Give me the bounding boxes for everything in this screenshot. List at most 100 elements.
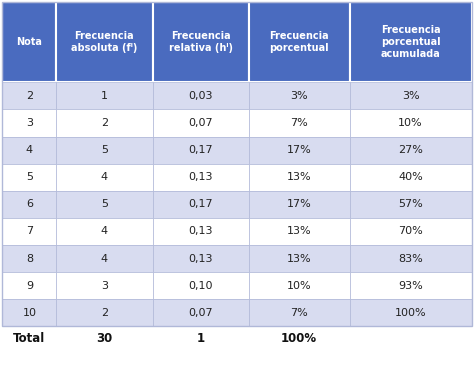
Text: 4: 4 — [101, 254, 108, 264]
Text: Frecuencia
absoluta (fᴵ): Frecuencia absoluta (fᴵ) — [71, 31, 137, 53]
Bar — [2, 299, 56, 326]
Text: 57%: 57% — [398, 199, 423, 209]
Bar — [249, 2, 350, 82]
Bar — [2, 272, 56, 299]
Text: Total: Total — [13, 332, 46, 345]
Text: 27%: 27% — [398, 145, 423, 155]
Bar — [2, 2, 472, 326]
Bar — [350, 164, 472, 191]
Text: 3: 3 — [101, 280, 108, 291]
Bar — [350, 245, 472, 272]
Bar — [2, 82, 56, 109]
Text: 10: 10 — [22, 308, 36, 318]
Text: 7%: 7% — [290, 308, 308, 318]
Text: 0,13: 0,13 — [188, 172, 213, 182]
Bar — [56, 272, 153, 299]
Bar — [249, 191, 350, 218]
Text: 40%: 40% — [398, 172, 423, 182]
Text: 0,13: 0,13 — [188, 254, 213, 264]
Bar — [350, 137, 472, 164]
Text: 3%: 3% — [291, 91, 308, 101]
Bar — [2, 137, 56, 164]
Bar — [350, 2, 472, 82]
Text: 5: 5 — [101, 199, 108, 209]
Bar — [2, 245, 56, 272]
Bar — [56, 109, 153, 137]
Bar — [56, 137, 153, 164]
Bar — [249, 245, 350, 272]
Text: Frecuencia
relativa (hᴵ): Frecuencia relativa (hᴵ) — [169, 31, 233, 53]
Bar — [56, 82, 153, 109]
Text: Frecuencia
porcentual: Frecuencia porcentual — [269, 31, 329, 53]
Text: 8: 8 — [26, 254, 33, 264]
Text: 70%: 70% — [398, 226, 423, 236]
Text: 10%: 10% — [287, 280, 311, 291]
Text: 0,17: 0,17 — [188, 199, 213, 209]
Text: 6: 6 — [26, 199, 33, 209]
Bar — [350, 191, 472, 218]
Bar — [249, 82, 350, 109]
Bar — [153, 272, 249, 299]
Text: 0,13: 0,13 — [188, 226, 213, 236]
Bar — [2, 191, 56, 218]
Bar — [2, 218, 56, 245]
Text: 13%: 13% — [287, 172, 311, 182]
Bar — [350, 82, 472, 109]
Bar — [56, 245, 153, 272]
Text: 0,03: 0,03 — [188, 91, 213, 101]
Text: 100%: 100% — [395, 308, 427, 318]
Bar — [249, 109, 350, 137]
Text: 2: 2 — [101, 118, 108, 128]
Bar — [350, 272, 472, 299]
Bar — [56, 164, 153, 191]
Bar — [56, 2, 153, 82]
Bar — [153, 191, 249, 218]
Bar — [249, 272, 350, 299]
Bar — [350, 299, 472, 326]
Text: 1: 1 — [101, 91, 108, 101]
Bar — [2, 2, 56, 82]
Text: 10%: 10% — [398, 118, 423, 128]
Text: Frecuencia
porcentual
acumulada: Frecuencia porcentual acumulada — [381, 25, 440, 59]
Text: 9: 9 — [26, 280, 33, 291]
Bar — [350, 218, 472, 245]
Text: 100%: 100% — [281, 332, 317, 345]
Text: 83%: 83% — [398, 254, 423, 264]
Text: 0,10: 0,10 — [188, 280, 213, 291]
Text: 93%: 93% — [398, 280, 423, 291]
Bar — [2, 164, 56, 191]
Text: 17%: 17% — [287, 145, 311, 155]
Text: 17%: 17% — [287, 199, 311, 209]
Text: 30: 30 — [96, 332, 112, 345]
Bar — [153, 164, 249, 191]
Text: 2: 2 — [101, 308, 108, 318]
Text: 5: 5 — [26, 172, 33, 182]
Bar — [153, 299, 249, 326]
Text: 4: 4 — [101, 226, 108, 236]
Bar — [153, 218, 249, 245]
Text: 0,07: 0,07 — [188, 308, 213, 318]
Bar — [2, 109, 56, 137]
Bar — [153, 2, 249, 82]
Text: 7%: 7% — [290, 118, 308, 128]
Bar — [249, 218, 350, 245]
Text: 13%: 13% — [287, 254, 311, 264]
Text: 2: 2 — [26, 91, 33, 101]
Bar — [56, 218, 153, 245]
Bar — [249, 137, 350, 164]
Text: Nota: Nota — [17, 37, 42, 47]
Text: 0,07: 0,07 — [188, 118, 213, 128]
Bar — [56, 191, 153, 218]
Bar — [153, 245, 249, 272]
Bar — [56, 299, 153, 326]
Bar — [153, 109, 249, 137]
Bar — [153, 82, 249, 109]
Text: 13%: 13% — [287, 226, 311, 236]
Text: 3: 3 — [26, 118, 33, 128]
Text: 1: 1 — [197, 332, 205, 345]
Text: 3%: 3% — [402, 91, 419, 101]
Text: 7: 7 — [26, 226, 33, 236]
Bar — [153, 137, 249, 164]
Text: 4: 4 — [26, 145, 33, 155]
Text: 4: 4 — [101, 172, 108, 182]
